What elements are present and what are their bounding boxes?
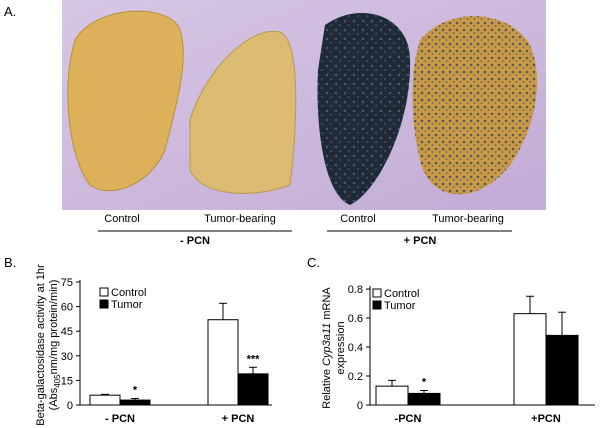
panel-label: A. bbox=[4, 4, 16, 19]
legend-label: Tumor bbox=[384, 300, 416, 312]
significance-label: * bbox=[133, 384, 138, 396]
bar bbox=[237, 373, 269, 406]
panel-label: C. bbox=[307, 255, 320, 270]
y-tick-label: 75 bbox=[61, 277, 73, 289]
panel-label: B. bbox=[4, 255, 16, 270]
organ-texture bbox=[412, 16, 538, 195]
photo-label: Control bbox=[340, 213, 375, 225]
organ bbox=[189, 30, 297, 194]
y-axis-label-part: 405 bbox=[53, 374, 62, 388]
x-tick-label: + PCN bbox=[222, 413, 255, 425]
bar bbox=[375, 385, 409, 406]
legend-swatch bbox=[372, 288, 382, 298]
y-axis-label-part: Relative bbox=[321, 366, 333, 409]
y-tick-label: 30 bbox=[61, 351, 73, 363]
bar bbox=[119, 399, 151, 406]
y-axis-label: Beta-galactosidase activity at 1hr bbox=[35, 264, 47, 426]
legend-label: Control bbox=[384, 288, 419, 300]
y-axis-label-part: mRNA bbox=[321, 287, 333, 323]
y-axis-label-part: (Abs bbox=[48, 387, 60, 410]
legend-swatch bbox=[99, 299, 109, 309]
bar bbox=[407, 392, 441, 406]
y-axis-label: expression bbox=[335, 321, 347, 374]
y-tick-label: 0.8 bbox=[348, 284, 363, 296]
legend-label: Tumor bbox=[111, 299, 143, 311]
significance-label: *** bbox=[247, 353, 261, 365]
y-axis-label: Relative Cyp3a11 mRNA bbox=[321, 287, 333, 409]
bar bbox=[513, 313, 547, 406]
legend-label: Control bbox=[111, 287, 146, 299]
photo-label: Control bbox=[104, 213, 139, 225]
legend-swatch bbox=[372, 300, 382, 310]
legend-swatch bbox=[99, 287, 109, 297]
significance-label: * bbox=[422, 377, 427, 389]
organ bbox=[67, 10, 184, 192]
group-label: + PCN bbox=[404, 235, 437, 247]
y-axis-label-part: nm/mg protein/min) bbox=[48, 280, 60, 375]
y-axis-label: (Abs405nm/mg protein/min) bbox=[48, 280, 62, 411]
x-tick-label: - PCN bbox=[105, 413, 135, 425]
y-tick-label: 60 bbox=[61, 302, 73, 314]
organ-texture bbox=[317, 12, 411, 206]
y-tick-label: 0.2 bbox=[348, 371, 363, 383]
bar bbox=[545, 334, 579, 406]
y-axis-label-part: expression bbox=[335, 321, 347, 374]
y-tick-label: 0 bbox=[67, 400, 73, 412]
y-tick-label: 0.4 bbox=[348, 342, 363, 354]
y-tick-label: 0.6 bbox=[348, 313, 363, 325]
y-axis-label-part: Cyp3a11 bbox=[321, 323, 333, 366]
photo-label: Tumor-bearing bbox=[204, 213, 276, 225]
photo-label: Tumor-bearing bbox=[432, 213, 504, 225]
x-tick-label: +PCN bbox=[531, 413, 561, 425]
bar bbox=[89, 394, 121, 406]
y-axis-label-part: Beta-galactosidase activity at 1hr bbox=[35, 264, 47, 426]
group-label: - PCN bbox=[180, 235, 210, 247]
y-tick-label: 45 bbox=[61, 326, 73, 338]
bar bbox=[207, 319, 239, 406]
y-tick-label: 0 bbox=[357, 400, 363, 412]
y-tick-label: 15 bbox=[61, 375, 73, 387]
x-tick-label: -PCN bbox=[395, 413, 422, 425]
